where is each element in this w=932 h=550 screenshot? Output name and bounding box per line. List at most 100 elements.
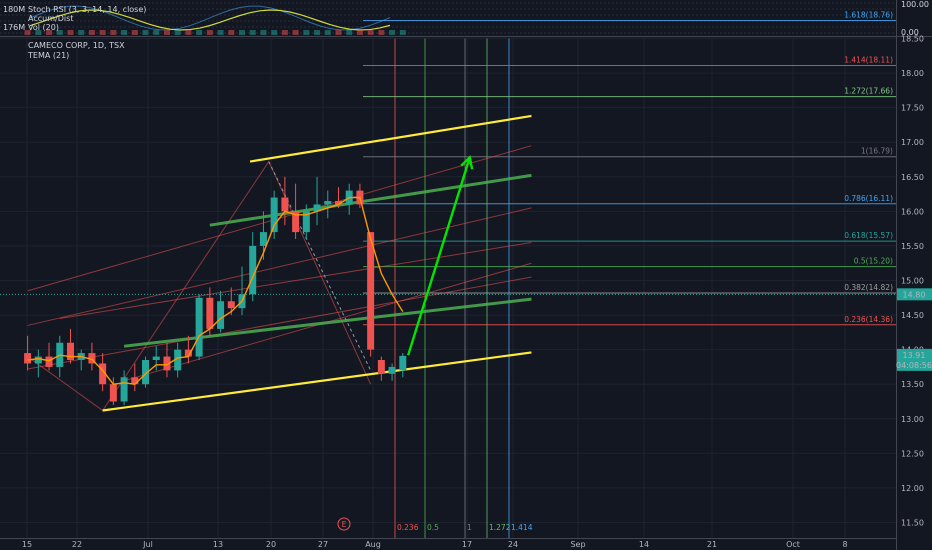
time-tick-label: Jul [142,540,153,549]
top-pane-left-label-2: 176M [3,23,26,32]
time-tick-label: Sep [570,540,585,549]
volume-bar [271,30,278,35]
fib-level-label: 1(16.79) [861,147,893,156]
volume-bar [56,30,63,35]
fib-level-label: 1.414(18.11) [844,55,893,64]
price-tick-label: 15.00 [901,277,924,286]
volume-bar [174,30,181,35]
stoch-rsi-legend[interactable]: Stoch RSI (3, 3, 14, 14, close) [28,5,147,14]
volume-bar [78,30,85,35]
candle-body [34,356,42,364]
volume-legend[interactable]: Vol (20) [28,23,59,32]
candle-body [281,197,289,212]
candle-body [45,356,53,367]
candle-body [292,211,300,233]
volume-bar [378,30,385,35]
fib-level-label: 0.618(15.57) [844,231,893,240]
time-tick-label: 15 [22,540,32,549]
tema-legend[interactable]: TEMA (21) [28,51,70,60]
candle-body [109,384,117,402]
fib-level-label: 1.272(17.66) [844,87,893,96]
fib-time-label: 1 [467,523,472,532]
price-tick-label: 16.00 [901,207,924,216]
candle-body [302,211,310,233]
candle-body [99,363,107,385]
price-tick-label: 16.50 [901,173,924,182]
top-pane-left-label-1: 180M [3,5,26,14]
volume-bar [292,30,299,35]
top-pane-right-label-1: 100.00 [901,0,929,9]
volume-bar [185,30,192,35]
volume-bar [346,30,353,35]
price-tick-label: 12.00 [901,484,924,493]
volume-bar [389,30,396,35]
pattern-dashed-line [268,161,372,371]
candle-body [399,355,407,371]
channel-midline-lower [123,297,532,348]
candle-body [163,356,171,371]
stoch-d-line [29,9,391,31]
volume-bar [88,30,95,35]
price-tick-label: 12.50 [901,449,924,458]
price-tick-label: 18.50 [901,35,924,44]
channel-midline-upper [209,173,532,227]
candle-body [227,301,235,309]
candle-body [66,342,74,361]
volume-bar [239,30,245,35]
fib-level-label: 0.786(16.11) [844,194,893,203]
pattern-outline [27,160,372,412]
candle-body [388,366,396,374]
candle-body [367,232,375,350]
price-tick-label: 13.00 [901,415,924,424]
price-tick-label: 17.00 [901,138,924,147]
volume-bar [249,30,256,35]
candle-body [142,360,150,385]
volume-bar [335,30,342,35]
candle-body [152,356,160,361]
candle-body [120,377,128,402]
last-price-value: 13.91 [903,351,926,360]
time-tick-label: 22 [72,540,82,549]
candle-body [259,232,267,246]
channel-top-line [249,114,532,163]
candle-body [195,297,203,357]
last-price-countdown: 04:08:56 [896,361,932,370]
candle-body [174,349,182,371]
volume-bar [281,30,288,35]
volume-bar [260,30,267,35]
price-tick-label: 13.50 [901,380,924,389]
candle-body [270,197,278,233]
volume-bar [99,30,106,35]
fib-level-label: 0.382(14.82) [844,283,893,292]
channel-bottom-line [102,351,532,412]
candle-body [184,349,192,357]
volume-bar [367,30,374,35]
price-tick-label: 15.50 [901,242,924,251]
time-tick-label: 14 [639,540,649,549]
volume-bar [356,30,363,35]
fib-time-label: 1.414 [511,523,533,532]
price-tick-label: 11.50 [901,519,924,528]
last-price-badge [897,348,932,371]
volume-bar [324,30,331,35]
volume-bar [24,30,31,35]
volume-bar [142,30,149,35]
price-tick-label: 17.50 [901,104,924,113]
candle-body [334,200,342,205]
top-pane-right-label-2: 0.00 [901,28,919,37]
tema-line [27,196,404,385]
candle-body [324,200,332,205]
time-tick-label: 20 [266,540,276,549]
volume-bar [131,30,138,35]
earnings-event-label: E [342,520,347,529]
volume-bar [228,30,235,35]
candle-body [88,353,96,364]
accum-dist-legend[interactable]: Accum/Dist [28,14,74,23]
volume-bar [314,30,321,35]
fib-time-label: 0.236 [397,523,419,532]
symbol-title[interactable]: CAMECO CORP, 1D, TSX [28,41,125,50]
volume-bar [196,30,203,35]
time-tick-label: Aug [365,540,381,549]
volume-bar [303,30,310,35]
